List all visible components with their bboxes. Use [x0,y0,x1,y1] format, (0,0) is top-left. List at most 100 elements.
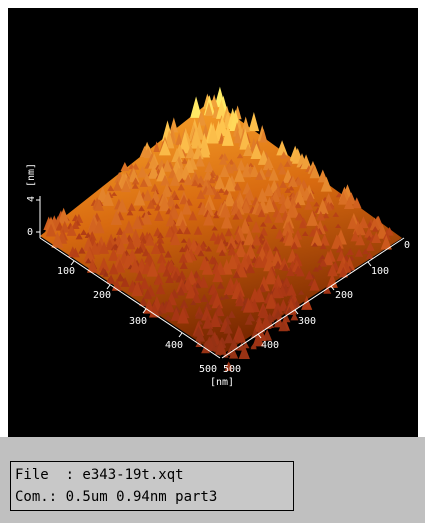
surface-peak [316,210,326,221]
surface-peak [322,250,334,266]
surface-peak [306,210,319,226]
surface-peak [51,231,64,248]
surface-peak [143,298,155,314]
surface-peak [154,210,164,221]
surface-peak [170,307,182,321]
surface-peak [218,249,226,256]
surface-peak [293,189,306,206]
surface-peak [262,158,273,171]
surface-peak [165,226,175,238]
surface-peak [309,278,320,291]
surface-peak [319,258,328,267]
surface-peak [259,221,267,227]
surface-peak [142,189,153,202]
surface-peak [192,144,204,160]
surface-peak [158,196,171,212]
surface-peak [225,163,235,174]
surface-peak [264,269,277,285]
surface-peak [116,273,125,282]
surface-peak [281,263,290,271]
surface-peak [196,189,206,199]
surface-peak [364,227,374,238]
surface-peak [294,176,303,186]
surface-peak [179,178,186,183]
surface-peak [380,234,392,250]
surface-peak [197,249,205,257]
surface-peak [366,241,375,251]
surface-peak [234,327,247,343]
surface-peak [107,185,115,192]
surface-peak [310,229,323,246]
surface-peak [298,220,307,229]
surface-peak [251,221,261,233]
surface-peak [191,179,199,187]
surface-peak [83,247,96,263]
surface-peak [203,168,214,181]
surface [43,86,394,372]
surface-peak [102,272,109,277]
surface-peak [335,192,343,198]
surface-peak [282,277,292,288]
surface-peak [190,128,202,149]
surface-peak [78,247,86,254]
surface-peak [236,159,246,171]
surface-peak [146,199,156,209]
surface-peak [176,228,184,235]
left-tick: 200 [93,290,111,301]
surface-peak [156,235,165,244]
surface-peak [274,310,283,320]
surface-peak [270,250,283,267]
surface-peak [177,307,189,324]
surface-peak [86,259,98,273]
surface-peak [66,223,77,236]
surface-peak [115,239,128,255]
surface-peak [265,293,278,309]
surface-peak [223,190,236,207]
surface-peak [188,210,198,221]
surface-peak [177,183,185,191]
surface-peak [365,251,374,259]
surface-peak [175,132,183,146]
surface-peak [220,213,233,229]
surface-peak [126,209,134,216]
surface-peak [263,213,273,224]
surface-peak [270,285,282,299]
surface-peak [354,248,364,257]
surface-peak [156,232,164,239]
surface-peak [75,233,83,240]
surface-peak [286,283,297,296]
surface-peak [165,273,174,284]
surface-peak [116,198,128,213]
right-tick: 300 [298,316,316,327]
surface-peak [257,209,266,218]
surface-peak [207,122,219,144]
surface-peak [126,238,136,250]
surface-peak [210,256,219,265]
surface-peak [94,198,104,211]
surface-peak [248,112,260,132]
surface-peak [223,189,230,195]
surface-peak [317,169,328,183]
surface-peak [201,123,210,137]
surface-peak [274,211,284,223]
surface-peak [227,310,236,318]
surface-peak [108,248,119,261]
surface-peak [278,201,289,214]
surface-peak [216,99,227,119]
z-max: 4 [26,196,37,202]
surface-peak [194,311,203,319]
surface-peak [296,267,305,277]
surface-peak [256,187,268,202]
surface-peak [322,212,330,219]
surface-peak [226,253,239,270]
surface-peak [128,167,140,183]
surface-peak [320,176,333,192]
surface-peak [218,295,225,301]
z-unit: [nm] [26,163,37,187]
surface-peak [215,339,227,355]
surface-peak [143,288,153,300]
surface-peak [212,268,223,283]
surface-peak [279,151,288,159]
surface-peak [346,248,354,255]
surface-peak [288,185,295,191]
